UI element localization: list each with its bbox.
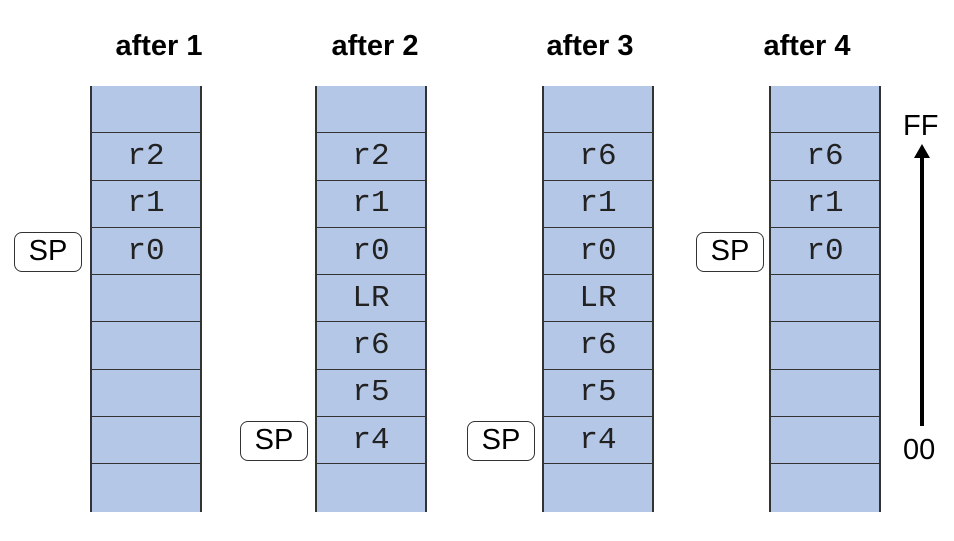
stack-cell: r0 <box>544 227 652 276</box>
stack-cell: r5 <box>317 369 425 418</box>
stack-cell <box>92 322 200 370</box>
stack-column: r2 r1 r0 <box>90 86 202 512</box>
stack-title: after 2 <box>331 30 419 62</box>
stack-cell: r4 <box>544 417 652 465</box>
stack-title: after 1 <box>115 30 203 62</box>
stack-cell <box>317 464 425 512</box>
stack-cell <box>771 369 879 418</box>
stack-cell <box>771 275 879 323</box>
stack-cell: r6 <box>544 322 652 370</box>
stack-cell <box>771 417 879 465</box>
stack-cell: r5 <box>544 369 652 418</box>
stack-cell: r2 <box>317 133 425 181</box>
stack-column: r2 r1 r0 LR r6 r5 r4 <box>315 86 427 512</box>
stack-cell: r1 <box>771 180 879 228</box>
stack-cell: r1 <box>317 180 425 228</box>
stack-cell: r6 <box>317 322 425 370</box>
stack-title: after 3 <box>546 30 634 62</box>
address-top-label: FF <box>903 110 939 142</box>
stack-cell <box>317 86 425 134</box>
stack-cell: LR <box>317 275 425 323</box>
stack-column: r6 r1 r0 LR r6 r5 r4 <box>542 86 654 512</box>
stack-title: after 4 <box>763 30 851 62</box>
stack-cell: r0 <box>771 227 879 276</box>
stack-cell <box>771 86 879 134</box>
address-arrow-icon <box>914 144 930 426</box>
stack-cell <box>92 369 200 418</box>
stack-pointer-label: SP <box>467 420 535 461</box>
stack-cell: r0 <box>317 227 425 276</box>
stack-pointer-label: SP <box>14 231 82 272</box>
stack-cell: r2 <box>92 133 200 181</box>
stack-cell: r4 <box>317 417 425 465</box>
stack-cell <box>92 275 200 323</box>
stack-cell: LR <box>544 275 652 323</box>
stack-cell <box>771 464 879 512</box>
stack-cell: r6 <box>771 133 879 181</box>
stack-cell <box>544 86 652 134</box>
address-bottom-label: 00 <box>903 434 936 466</box>
stack-cell <box>92 86 200 134</box>
stack-pointer-label: SP <box>696 231 764 272</box>
stack-cell <box>92 417 200 465</box>
stack-cell <box>771 322 879 370</box>
stack-cell <box>92 464 200 512</box>
stack-cell: r1 <box>544 180 652 228</box>
stack-cell: r0 <box>92 227 200 276</box>
stack-cell <box>544 464 652 512</box>
stack-column: r6 r1 r0 <box>769 86 881 512</box>
stack-cell: r1 <box>92 180 200 228</box>
stack-pointer-label: SP <box>240 420 308 461</box>
stack-cell: r6 <box>544 133 652 181</box>
